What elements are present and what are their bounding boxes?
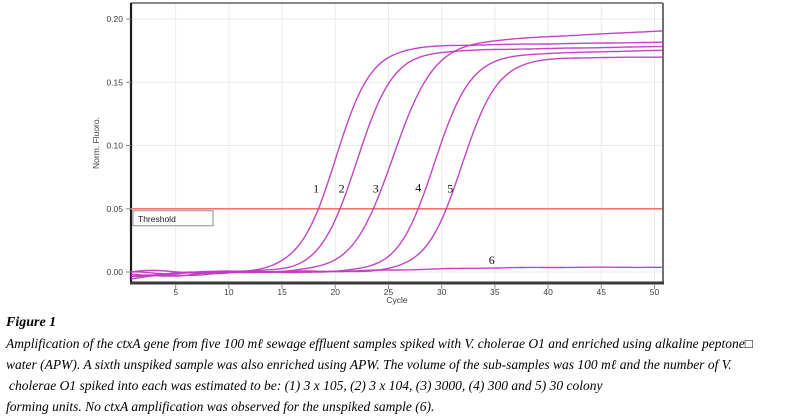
y-axis-title: Norm. Fluoro.	[91, 117, 101, 169]
x-tick-label: 15	[277, 287, 287, 297]
figure-caption-title: Figure 1	[6, 315, 57, 330]
x-tick-label: 40	[543, 287, 553, 297]
x-axis-title: Cycle	[386, 295, 408, 305]
amplification-curve-6	[130, 266, 663, 274]
y-tick-label: 0.15	[106, 77, 123, 87]
figure-caption: Figure 1 Amplification of the ctxA gene …	[6, 312, 792, 417]
x-tick-label: 5	[173, 287, 178, 297]
y-tick-label: 0.05	[106, 204, 123, 214]
x-tick-label: 30	[437, 287, 447, 297]
x-tick-label: 25	[384, 287, 394, 297]
curve-label-2: 2	[339, 182, 345, 196]
x-tick-label: 10	[224, 287, 234, 297]
curve-label-6: 6	[489, 253, 495, 267]
figure-caption-line: Amplification of the ctxA gene from five…	[6, 336, 753, 351]
curve-label-4: 4	[415, 180, 421, 194]
y-tick-label: 0.10	[106, 141, 123, 151]
x-tick-label: 35	[490, 287, 500, 297]
curve-label-5: 5	[447, 182, 453, 196]
amplification-plot-svg: 0.000.050.100.150.205 10 15 20 25 30 35 40 45 50C…	[91, 2, 664, 305]
x-tick-label: 50	[650, 287, 660, 297]
y-tick-label: 0.20	[106, 14, 123, 24]
threshold-label-box[interactable]	[132, 210, 214, 227]
x-tick-label: 45	[597, 287, 607, 297]
plot-background	[131, 3, 663, 283]
x-tick-label: 20	[331, 287, 341, 297]
curve-label-3: 3	[373, 182, 379, 196]
qpcr-amplification-chart: 0.00 0.05 0.10 0.15 0.20 5 10 15 20 25 30 35 40 45 50 C…	[91, 2, 664, 305]
figure-caption-line: cholerae O1 spiked into each was estimat…	[9, 378, 603, 393]
figure-caption-line: forming units. No ctxA amplification was…	[6, 399, 435, 414]
amplification-curve-5	[130, 56, 663, 278]
curve-label-1: 1	[313, 182, 319, 196]
figure-caption-line: water (APW). A sixth unspiked sample was…	[6, 357, 732, 372]
y-tick-label: 0.00	[106, 267, 123, 277]
threshold-label-text: Threshold	[138, 214, 176, 224]
